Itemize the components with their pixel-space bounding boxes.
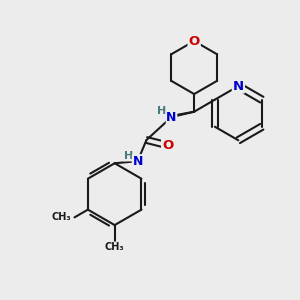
Text: O: O — [188, 34, 200, 48]
Text: CH₃: CH₃ — [105, 242, 124, 252]
Text: H: H — [124, 151, 133, 161]
Text: N: N — [233, 80, 244, 93]
Text: H: H — [158, 106, 167, 116]
Text: N: N — [132, 155, 143, 168]
Text: N: N — [166, 110, 177, 124]
Text: O: O — [162, 139, 173, 152]
Text: CH₃: CH₃ — [52, 212, 72, 222]
